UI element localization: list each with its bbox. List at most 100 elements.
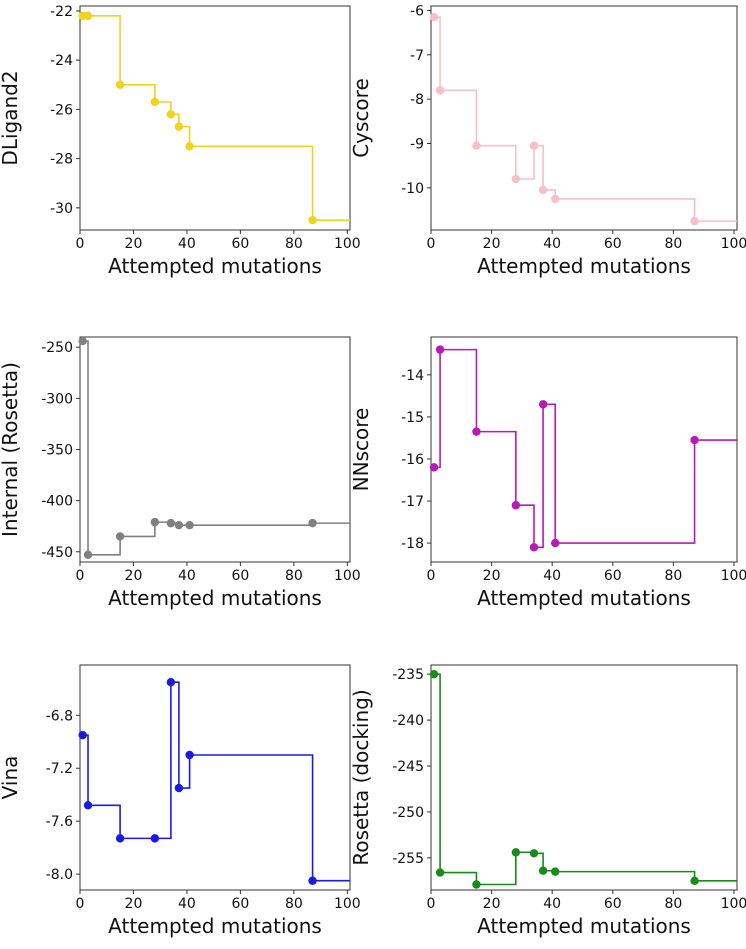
- nnscore-plot-frame: [430, 336, 738, 563]
- internal-rosetta-plot-frame: [79, 336, 351, 563]
- dligand2-x-axis-label: Attempted mutations: [108, 254, 322, 278]
- rosetta-docking-y-tick-label: -250: [392, 805, 424, 821]
- internal-rosetta-y-axis-label: Internal (Rosetta): [0, 362, 22, 537]
- vina-y-axis-label: Vina: [0, 756, 22, 800]
- rosetta-docking-data-point: [429, 669, 439, 679]
- vina-data-point: [166, 678, 176, 687]
- nnscore-chart: 0 20 40 60 80 100 -14 -15 -16 -17 -18 Attempted mut…: [349, 336, 746, 610]
- internal-rosetta-chart: 0 20 40 60 80 100 -250 -300 -350 -400 -450 Attempte…: [0, 336, 361, 610]
- cyscore-chart: 0 20 40 60 80 100 -6 -7 -8 -9 -10 Attempted mutatio…: [349, 3, 746, 278]
- dligand2-y-tick-label: -24: [50, 53, 73, 69]
- dligand2-chart: 0 20 40 60 80 100 -22 -24 -26 -28 -30 Attempted mut…: [0, 4, 361, 278]
- nnscore-x-tick-label: 0: [427, 568, 436, 584]
- dligand2-x-tick-label: 60: [231, 236, 249, 252]
- dligand2-data-point: [174, 122, 184, 131]
- cyscore-x-tick-label: 100: [721, 236, 746, 252]
- dligand2-data-point: [115, 80, 125, 89]
- rosetta-docking-series-line: [434, 673, 737, 886]
- nnscore-x-axis-label: Attempted mutations: [477, 586, 691, 610]
- rosetta-docking-y-tick-label: -255: [392, 851, 424, 867]
- internal-rosetta-data-point: [115, 532, 125, 541]
- vina-data-point: [78, 730, 87, 740]
- cyscore-x-axis-label: Attempted mutations: [477, 254, 691, 278]
- vina-x-tick-label: 20: [125, 896, 143, 912]
- dligand2-y-tick-label: -30: [50, 201, 73, 217]
- vina-y-tick-label: -7.2: [46, 761, 73, 777]
- rosetta-docking-x-tick-label: 20: [483, 896, 501, 912]
- nnscore-x-tick-label: 60: [604, 568, 622, 584]
- nnscore-x-tick-label: 40: [543, 568, 561, 584]
- nnscore-data-point: [435, 345, 445, 354]
- rosetta-docking-data-point: [529, 849, 539, 858]
- internal-rosetta-data-point: [78, 336, 87, 346]
- vina-x-tick-label: 80: [285, 896, 303, 912]
- rosetta-docking-y-tick-label: -235: [392, 667, 424, 683]
- nnscore-data-point: [690, 435, 699, 445]
- dligand2-data-point: [166, 110, 176, 119]
- vina-x-tick-label: 60: [231, 896, 249, 912]
- cyscore-y-tick-label: -9: [410, 137, 424, 153]
- cyscore-x-tick-label: 80: [664, 236, 682, 252]
- cyscore-data-point: [435, 86, 445, 95]
- internal-rosetta-x-tick-label: 100: [334, 568, 361, 584]
- internal-rosetta-data-point: [174, 520, 184, 530]
- internal-rosetta-data-point: [166, 518, 176, 528]
- internal-rosetta-y-tick-label: -250: [41, 340, 73, 356]
- internal-rosetta-x-tick-label: 40: [178, 568, 196, 584]
- cyscore-x-tick-label: 60: [604, 236, 622, 252]
- dligand2-plot-frame: [79, 5, 351, 231]
- nnscore-y-tick-label: -15: [401, 410, 424, 426]
- rosetta-docking-x-tick-label: 80: [664, 896, 682, 912]
- dligand2-y-tick-label: -22: [50, 4, 73, 20]
- vina-data-point: [185, 750, 194, 760]
- vina-x-tick-label: 40: [178, 896, 196, 912]
- vina-data-point: [115, 834, 125, 843]
- vina-x-axis-label: Attempted mutations: [108, 914, 322, 938]
- cyscore-y-tick-label: -10: [401, 181, 424, 197]
- cyscore-data-point: [429, 12, 439, 22]
- cyscore-y-tick-label: -6: [410, 3, 424, 19]
- nnscore-y-tick-label: -18: [401, 536, 424, 552]
- rosetta-docking-data-point: [472, 880, 481, 889]
- vina-plot-frame: [79, 664, 351, 891]
- rosetta-docking-x-tick-label: 40: [543, 896, 561, 912]
- dligand2-y-axis-label: DLigand2: [0, 70, 22, 165]
- rosetta-docking-y-tick-label: -245: [392, 759, 424, 775]
- dligand2-x-tick-label: 80: [285, 236, 303, 252]
- dligand2-x-tick-label: 20: [125, 236, 143, 252]
- rosetta-docking-data-point: [435, 868, 445, 877]
- rosetta-docking-y-tick-label: -240: [392, 713, 424, 729]
- internal-rosetta-x-tick-label: 60: [231, 568, 249, 584]
- rosetta-docking-data-point: [538, 866, 548, 875]
- rosetta-docking-data-point: [551, 867, 560, 876]
- vina-data-point: [308, 876, 317, 885]
- internal-rosetta-y-tick-label: -450: [41, 545, 73, 561]
- nnscore-x-tick-label: 20: [483, 568, 501, 584]
- internal-rosetta-x-tick-label: 80: [285, 568, 303, 584]
- vina-y-tick-label: -7.6: [46, 814, 73, 830]
- nnscore-y-axis-label: NNscore: [349, 408, 373, 492]
- cyscore-data-point: [511, 174, 521, 184]
- cyscore-data-point: [551, 194, 560, 204]
- cyscore-x-tick-label: 0: [427, 236, 436, 252]
- vina-data-point: [174, 783, 184, 793]
- dligand2-x-tick-label: 100: [334, 236, 361, 252]
- cyscore-y-tick-label: -8: [410, 92, 424, 108]
- nnscore-y-tick-label: -17: [401, 494, 424, 510]
- internal-rosetta-x-tick-label: 20: [125, 568, 143, 584]
- rosetta-docking-x-axis-label: Attempted mutations: [477, 914, 691, 938]
- cyscore-data-point: [690, 216, 699, 226]
- vina-data-point: [150, 834, 160, 843]
- internal-rosetta-y-tick-label: -350: [41, 443, 73, 459]
- dligand2-x-tick-label: 40: [178, 236, 196, 252]
- internal-rosetta-x-axis-label: Attempted mutations: [108, 586, 322, 610]
- dligand2-y-tick-label: -26: [50, 102, 73, 118]
- nnscore-y-tick-label: -16: [401, 452, 424, 468]
- vina-x-tick-label: 100: [334, 896, 361, 912]
- rosetta-docking-x-tick-label: 0: [427, 896, 436, 912]
- rosetta-docking-plot-frame: [430, 664, 738, 891]
- nnscore-data-point: [511, 501, 521, 510]
- nnscore-data-point: [538, 400, 548, 409]
- dligand2-y-tick-label: -28: [50, 152, 73, 168]
